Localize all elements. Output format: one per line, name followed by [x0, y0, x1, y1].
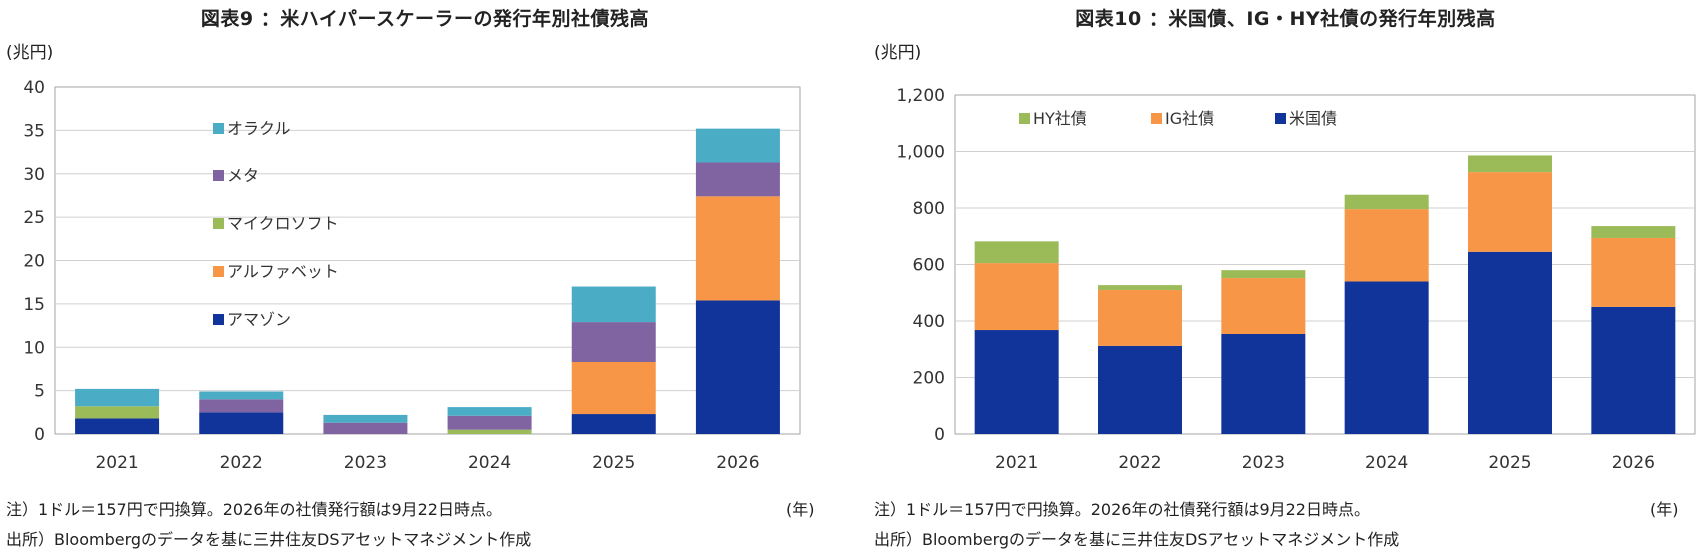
bar-segment — [1344, 209, 1429, 282]
y-tick-label: 0 — [934, 425, 945, 445]
x-tick-label: 2025 — [592, 453, 635, 473]
bar-segment — [1221, 333, 1306, 434]
x-axis-unit: (年) — [786, 500, 815, 519]
legend-label: 米国債 — [1289, 109, 1337, 128]
legend-swatch — [213, 266, 224, 277]
chart-panel-hyperscaler: 図表9 ：米ハイパースケーラーの発行年別社債残高 (兆円) 0 5 10 15 20 25… — [0, 0, 850, 549]
bar-segment — [695, 196, 780, 301]
bar-segment — [75, 418, 160, 434]
bar-segment — [571, 286, 656, 323]
y-tick-label: 30 — [23, 165, 45, 185]
chart-title: 図表10 ：米国債、IG・HY社債の発行年別残高 — [1075, 8, 1496, 30]
legend-label: HY社債 — [1033, 109, 1087, 128]
footnote: 注）1ドル＝157円で円換算。2026年の社債発行額は9月22日時点。 — [874, 500, 1370, 519]
bar-segment — [1591, 226, 1676, 238]
bar-segment — [447, 407, 532, 416]
y-axis-unit: (兆円) — [874, 43, 922, 63]
y-tick-label: 1,200 — [896, 86, 945, 106]
legend-label: IG社債 — [1165, 109, 1214, 128]
y-tick-label: 600 — [913, 256, 945, 276]
y-tick-label: 5 — [34, 382, 45, 402]
bar-segment — [974, 263, 1059, 331]
legend-swatch — [1019, 113, 1030, 124]
bar-segment — [199, 399, 284, 413]
stacked-bar-chart: 0 200 400 600 800 1,000 1,200 2021 2022 2023 2024 2… — [896, 86, 1696, 473]
legend-label: アマゾン — [227, 310, 291, 329]
source-note: 出所）Bloombergのデータを基に三井住友DSアセットマネジメント作成 — [6, 530, 532, 549]
bar-segment — [1468, 172, 1552, 252]
bar-segment — [1468, 251, 1552, 434]
bar-segment — [1098, 289, 1182, 346]
bar-segment — [1344, 281, 1429, 434]
bar-segment — [695, 300, 780, 434]
y-tick-label: 25 — [23, 208, 45, 228]
bar-segment — [1344, 194, 1429, 210]
legend-swatch — [213, 314, 224, 325]
legend-swatch — [213, 218, 224, 229]
x-axis-unit: (年) — [1650, 500, 1679, 519]
chart-panel-treasury-corporate: 図表10 ：米国債、IG・HY社債の発行年別残高 (兆円) 0 200 400 600… — [870, 0, 1701, 549]
bar-segment — [323, 422, 408, 434]
y-tick-label: 10 — [23, 338, 45, 358]
y-tick-label: 400 — [913, 312, 945, 332]
bar-segment — [447, 415, 532, 430]
x-tick-label: 2022 — [220, 453, 263, 473]
bar-segment — [199, 391, 284, 400]
y-tick-label: 40 — [23, 78, 45, 98]
x-tick-label: 2021 — [995, 453, 1038, 473]
bar-segment — [571, 322, 656, 362]
y-tick-label: 15 — [23, 295, 45, 315]
bar-segment — [1221, 270, 1306, 279]
y-tick-label: 35 — [23, 121, 45, 141]
y-tick-label: 800 — [913, 199, 945, 219]
bar-segment — [75, 406, 160, 419]
x-tick-label: 2022 — [1118, 453, 1161, 473]
bar-segment — [75, 388, 160, 407]
y-tick-label: 20 — [23, 252, 45, 272]
bar-segment — [571, 361, 656, 415]
legend-label: アルファベット — [227, 262, 339, 281]
bar-segment — [1098, 345, 1182, 434]
y-tick-label: 0 — [34, 425, 45, 445]
x-tick-label: 2024 — [468, 453, 511, 473]
x-tick-label: 2023 — [1242, 453, 1285, 473]
source-note: 出所）Bloombergのデータを基に三井住友DSアセットマネジメント作成 — [874, 530, 1400, 549]
legend-swatch — [1275, 113, 1286, 124]
bar-segment — [1591, 306, 1676, 434]
bar-segment — [323, 414, 408, 423]
bar-segment — [571, 414, 656, 434]
bar-segment — [695, 162, 780, 197]
footnote: 注）1ドル＝157円で円換算。2026年の社債発行額は9月22日時点。 — [6, 500, 502, 519]
bar-segment — [1591, 237, 1676, 307]
y-tick-label: 1,000 — [896, 143, 945, 163]
bar-segment — [1468, 155, 1552, 173]
bar-segment — [1098, 285, 1182, 290]
bar-segment — [199, 412, 284, 434]
y-tick-label: 200 — [913, 369, 945, 389]
legend-label: メタ — [227, 166, 259, 185]
chart-title: 図表9 ：米ハイパースケーラーの発行年別社債残高 — [200, 8, 650, 30]
y-axis-unit: (兆円) — [6, 43, 54, 63]
x-tick-label: 2021 — [95, 453, 138, 473]
bar-segment — [695, 128, 780, 163]
legend-label: マイクロソフト — [227, 214, 339, 233]
bar-segment — [447, 429, 532, 434]
x-tick-label: 2023 — [344, 453, 387, 473]
x-tick-label: 2025 — [1488, 453, 1531, 473]
legend-swatch — [213, 123, 224, 134]
bar-segment — [974, 241, 1059, 264]
legend-swatch — [213, 170, 224, 181]
legend-swatch — [1151, 113, 1162, 124]
x-tick-label: 2024 — [1365, 453, 1408, 473]
x-tick-label: 2026 — [716, 453, 759, 473]
legend-label: オラクル — [227, 119, 291, 138]
bar-segment — [974, 330, 1059, 434]
bar-segment — [1221, 278, 1306, 334]
x-tick-label: 2026 — [1612, 453, 1655, 473]
